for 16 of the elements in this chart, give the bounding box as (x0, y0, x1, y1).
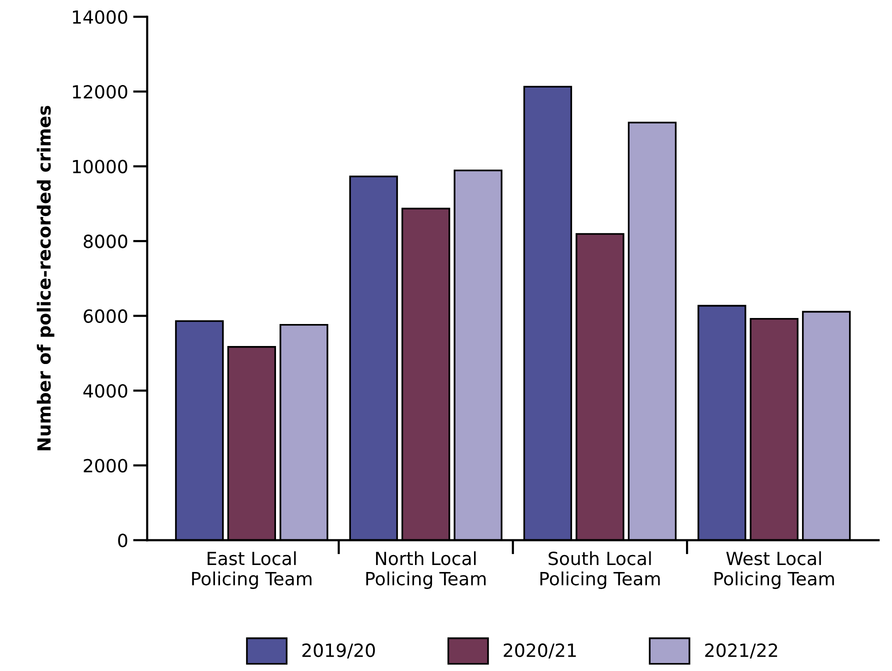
y-tick-label: 10000 (72, 160, 128, 174)
x-tick-label: South Local Policing Team (540, 551, 660, 589)
legend-label: 2019/20 (302, 643, 375, 658)
x-tick-label: North Local Policing Team (366, 551, 486, 589)
y-tick-label: 8000 (84, 234, 128, 248)
y-tick-label: 0 (118, 534, 128, 548)
y-tick-label: 12000 (72, 85, 128, 99)
legend-label: 2020/21 (504, 643, 576, 658)
y-tick-label: 14000 (72, 10, 128, 24)
y-axis-title: Number of police-recorded crimes (36, 106, 54, 450)
y-tick-label: 4000 (83, 384, 128, 398)
x-tick-label: West Local Policing Team (714, 551, 834, 589)
legend-label: 2021/22 (705, 643, 778, 658)
x-tick-label: East Local Policing Team (192, 551, 312, 589)
y-tick-label: 6000 (84, 309, 128, 323)
y-tick-label: 2000 (84, 458, 128, 473)
